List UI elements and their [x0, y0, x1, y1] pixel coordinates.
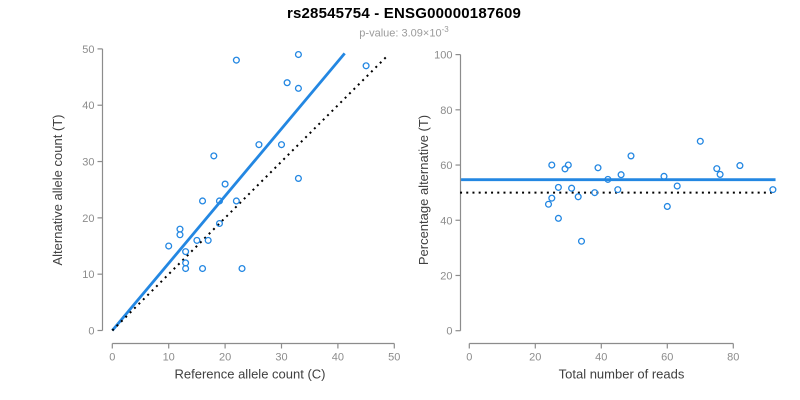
data-point	[663, 202, 671, 211]
x-tick-label: 20	[529, 352, 541, 364]
y-axis-title: Percentage alternative (T)	[416, 115, 431, 265]
data-point	[182, 248, 190, 256]
data-point	[696, 137, 704, 145]
data-point	[548, 161, 556, 169]
y-tick-label: 0	[88, 326, 94, 338]
data-point	[548, 194, 556, 202]
data-point	[198, 197, 207, 205]
y-tick-label: 80	[440, 105, 452, 117]
data-point	[736, 162, 744, 170]
data-point	[165, 242, 173, 250]
x-tick-label: 30	[275, 352, 287, 364]
x-tick-label: 40	[332, 352, 344, 364]
y-tick-label: 40	[82, 100, 94, 112]
data-point	[255, 141, 263, 149]
data-point	[283, 79, 291, 87]
data-point	[713, 165, 721, 173]
x-tick-label: 0	[109, 352, 115, 364]
right-plot-panel: 0 20 40 60 80 Total number of reads 0 20 40 60 80 1…	[416, 50, 777, 382]
data-point	[232, 197, 240, 205]
x-axis-title: Total number of reads	[559, 367, 685, 382]
data-point	[627, 152, 635, 160]
data-point	[215, 197, 224, 205]
x-tick-label: 10	[163, 352, 175, 364]
x-tick-label: 0	[466, 352, 472, 364]
y-axis-title: Alternative allele count (T)	[50, 114, 65, 265]
identity-line	[111, 56, 388, 332]
y-tick-label: 40	[440, 215, 452, 227]
data-point	[193, 236, 201, 244]
data-point	[660, 172, 668, 180]
data-point	[176, 225, 184, 233]
data-point	[277, 141, 286, 149]
data-point	[294, 50, 302, 59]
data-point	[577, 237, 586, 245]
data-point	[362, 62, 370, 70]
data-point	[614, 186, 622, 194]
data-point	[561, 165, 569, 173]
data-point	[210, 152, 218, 160]
data-point	[215, 219, 224, 228]
data-point	[182, 259, 190, 267]
data-point	[294, 84, 302, 92]
y-tick-label: 10	[82, 269, 94, 281]
data-point	[604, 175, 612, 183]
data-point	[554, 214, 562, 222]
y-tick-label: 50	[82, 44, 94, 56]
data-point	[554, 183, 562, 191]
y-tick-label: 30	[82, 157, 94, 169]
x-tick-label: 50	[388, 352, 400, 364]
data-point	[594, 164, 602, 172]
y-tick-label: 20	[82, 213, 94, 225]
data-point	[182, 264, 190, 273]
data-point	[568, 184, 576, 192]
y-tick-label: 0	[446, 326, 452, 338]
data-point	[574, 193, 582, 201]
data-point	[294, 174, 302, 182]
data-point	[198, 264, 207, 273]
x-tick-label: 80	[727, 352, 739, 364]
data-point	[617, 171, 625, 179]
y-tick-label: 100	[434, 50, 452, 62]
data-point	[176, 231, 184, 239]
data-point	[204, 236, 212, 244]
data-point	[232, 56, 240, 64]
x-tick-label: 60	[661, 352, 673, 364]
regression-line	[111, 52, 346, 332]
data-point	[564, 161, 572, 169]
data-point	[221, 180, 229, 188]
y-tick-label: 20	[440, 270, 452, 282]
x-tick-label: 40	[595, 352, 607, 364]
data-point	[544, 200, 553, 208]
data-point	[716, 170, 724, 178]
data-point	[673, 182, 681, 190]
x-axis-title: Reference allele count (C)	[174, 367, 325, 382]
data-point	[591, 189, 599, 197]
left-plot-panel: 0 10 20 30 40 50 Reference allele count (C) 0 10…	[50, 44, 400, 382]
data-point	[238, 264, 246, 273]
x-tick-label: 20	[219, 352, 231, 364]
y-tick-label: 60	[440, 160, 452, 172]
data-point	[769, 186, 777, 194]
